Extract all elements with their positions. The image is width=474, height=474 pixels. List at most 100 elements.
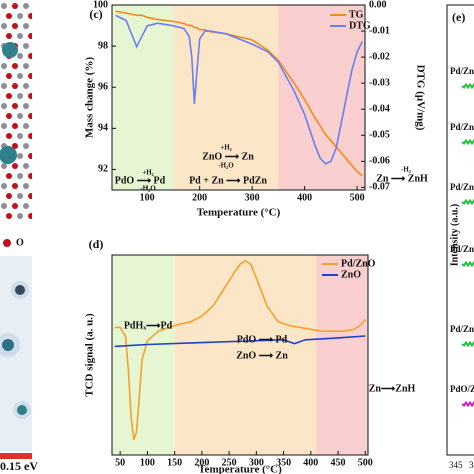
annotation: -H₂O <box>140 185 156 193</box>
panel-label: (e) <box>452 10 465 24</box>
atom <box>17 133 23 139</box>
y2-tick-label: -0.02 <box>369 51 390 62</box>
plot-frame <box>111 254 369 456</box>
atom <box>12 123 18 129</box>
atom <box>6 33 12 39</box>
y-tick-label: 94 <box>98 123 108 134</box>
y-tick-label: 98 <box>98 40 108 51</box>
annotation: Zn⟶ZnH <box>369 383 416 394</box>
atom <box>0 146 17 164</box>
spectrum <box>461 82 474 90</box>
x-tick-label: 400 <box>303 457 318 468</box>
left-panel: O <box>0 0 32 459</box>
plot-frame <box>111 4 366 191</box>
x-tick-label: 500 <box>358 457 373 468</box>
atom <box>1 23 7 29</box>
atom <box>28 193 32 199</box>
annotation: +H₂ <box>220 144 232 152</box>
atom <box>23 63 29 69</box>
atom <box>12 143 18 149</box>
atom <box>1 3 7 9</box>
series-label: Pd/Zn <box>450 66 474 76</box>
legend-label: TG <box>349 9 364 20</box>
atom <box>17 193 23 199</box>
atom <box>23 143 29 149</box>
atom <box>12 83 18 89</box>
atom <box>17 113 23 119</box>
frame <box>446 4 474 456</box>
legend-label: O <box>16 237 24 248</box>
panel-label: (c) <box>89 7 102 21</box>
legend-label: ZnO <box>341 269 361 280</box>
x-tick-label: 50 <box>115 457 125 468</box>
atom <box>1 83 7 89</box>
atom <box>28 153 32 159</box>
x-tick-label: 400 <box>297 192 312 203</box>
x-tick-label: 250 <box>222 457 237 468</box>
atom <box>17 173 23 179</box>
annotation: ZnO ⟶ Zn <box>202 151 254 162</box>
atom <box>17 405 27 415</box>
right-panel: (e)Intensity (a.u.)Pd/ZnPd/ZnPd/ZnPd/ZnP… <box>446 4 474 470</box>
atom <box>23 23 29 29</box>
legend-dot <box>3 239 11 247</box>
y-axis-title: TCD signal (a. u.) <box>84 313 96 397</box>
x-axis-title: Temperature (°C) <box>198 464 282 474</box>
spectrum <box>461 138 474 146</box>
annotation: ZnO ⟶ Zn <box>236 350 288 361</box>
atom <box>1 163 7 169</box>
y-tick-label: 100 <box>93 0 108 10</box>
y2-tick-label: -0.04 <box>369 104 390 115</box>
y2-tick-label: -0.03 <box>369 77 390 88</box>
spectrum <box>461 340 474 348</box>
atom <box>28 133 32 139</box>
annotation: -H₂O <box>218 162 234 170</box>
x-tick-label: 34 <box>469 460 474 470</box>
region <box>112 5 174 190</box>
atom <box>12 163 18 169</box>
atom <box>12 23 18 29</box>
atom <box>6 113 12 119</box>
atom <box>28 73 32 79</box>
y2-tick-label: 0.00 <box>369 0 387 10</box>
atom <box>23 123 29 129</box>
right-content: (e)Intensity (a.u.)Pd/ZnPd/ZnPd/ZnPd/ZnP… <box>449 10 474 470</box>
atom <box>28 173 32 179</box>
atom <box>6 93 12 99</box>
atom <box>1 103 7 109</box>
y-tick-label: 92 <box>98 164 108 175</box>
atom <box>23 183 29 189</box>
x-tick-label: 150 <box>167 457 182 468</box>
series-line <box>114 335 366 348</box>
legend-label: DTG <box>349 20 371 31</box>
series-label: Pd/Zn <box>450 324 474 334</box>
annotation: Pd + Zn ⟶ PdZn <box>189 175 267 186</box>
atom <box>23 3 29 9</box>
y2-tick-label: -0.07 <box>369 182 390 193</box>
y-tick-label: 96 <box>98 82 108 93</box>
annotation: PdO ⟶ Pd <box>115 175 166 186</box>
atom <box>2 42 18 58</box>
series-line <box>114 259 366 441</box>
x-tick-label: 100 <box>140 457 155 468</box>
spectrum <box>461 400 474 408</box>
atom <box>28 93 32 99</box>
atom <box>1 63 7 69</box>
atom <box>1 203 7 209</box>
atom <box>28 13 32 19</box>
atom <box>17 93 23 99</box>
series-label: Pd/Zn <box>450 182 474 192</box>
atom <box>6 173 12 179</box>
y2-tick-label: -0.05 <box>369 130 390 141</box>
y2-tick-label: -0.01 <box>369 25 390 36</box>
atom <box>6 213 12 219</box>
x-tick-label: 300 <box>249 457 264 468</box>
atom <box>6 133 12 139</box>
atoms <box>0 3 32 219</box>
colorbar-label: 0.15 eV <box>0 459 38 473</box>
annotation: Zn ⟶ ZnH <box>376 173 428 184</box>
region <box>278 5 365 190</box>
region <box>174 255 317 455</box>
atom <box>1 123 7 129</box>
atom <box>23 203 29 209</box>
